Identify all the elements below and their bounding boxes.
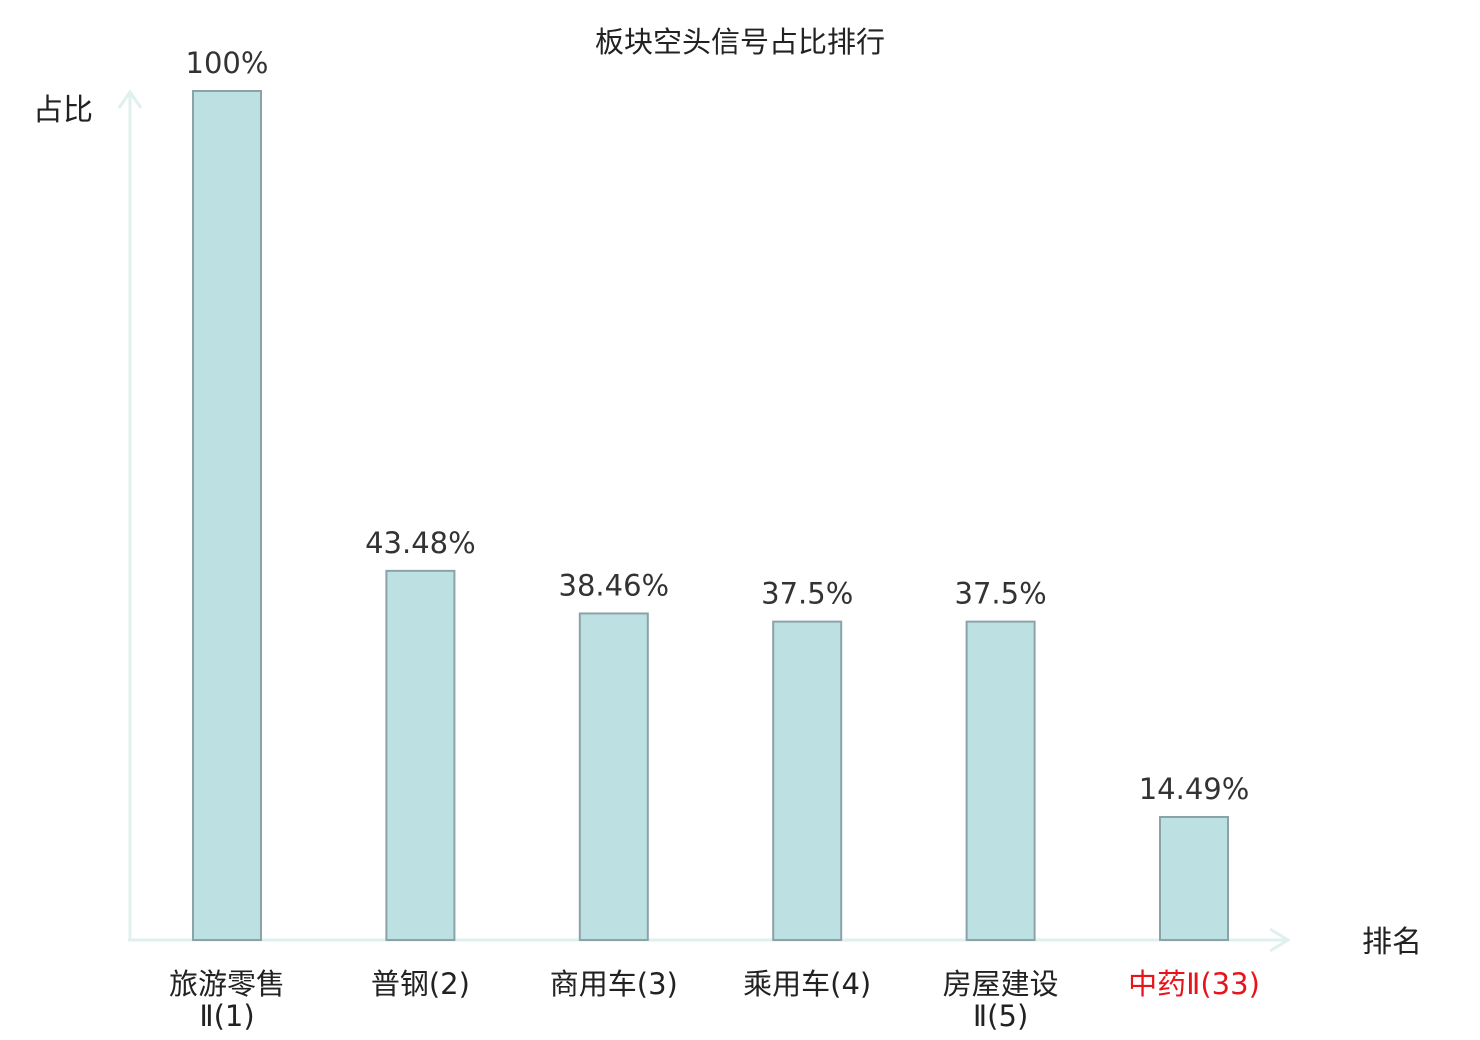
- x-tick-label: 房屋建设: [943, 967, 1059, 1001]
- bar: [965, 620, 1036, 941]
- x-tick-label: 商用车(3): [550, 967, 678, 1001]
- x-tick-label: 普钢(2): [371, 967, 470, 1001]
- y-axis-arrow: [117, 89, 143, 109]
- bar-value-label: 38.46%: [559, 568, 670, 602]
- bar: [1159, 815, 1229, 942]
- axes: [117, 89, 1291, 953]
- x-tick-label: 乘用车(4): [743, 967, 871, 1001]
- x-tick-label: 中药Ⅱ(33): [1128, 967, 1260, 1001]
- bar-value-label: 37.5%: [761, 577, 853, 611]
- x-tick-label-line2: Ⅱ(5): [973, 999, 1028, 1033]
- y-axis-label: 占比: [33, 93, 93, 128]
- x-axis-arrow: [1269, 927, 1291, 953]
- bar-value-label: 37.5%: [955, 577, 1047, 611]
- bar-value-label: 43.48%: [365, 526, 476, 560]
- bar: [385, 569, 456, 941]
- bar-value-label: 14.49%: [1139, 772, 1250, 806]
- value-labels: 100% 43.48% 38.46% 37.5% 37.5% 14.49%: [186, 46, 1250, 806]
- x-axis-label: 排名: [1362, 925, 1422, 960]
- x-tick-label: 旅游零售: [169, 967, 285, 1001]
- chart-title: 板块空头信号占比排行: [595, 25, 885, 59]
- bar: [578, 612, 649, 941]
- bars: [192, 90, 1229, 942]
- bar: [772, 620, 843, 941]
- x-tick-label-line2: Ⅱ(1): [199, 999, 254, 1033]
- bar-value-label: 100%: [186, 46, 269, 80]
- bar: [192, 90, 262, 941]
